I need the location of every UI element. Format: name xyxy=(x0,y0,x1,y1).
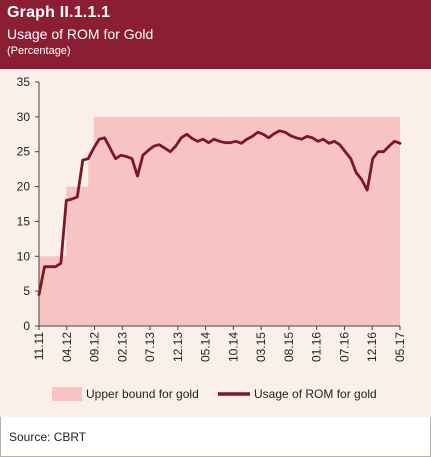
line-chart: 0 5 10 15 20 25 30 35 11.11 04.12 09.12 02.13 07.13… xyxy=(17,75,407,401)
chart-header: Graph II.1.1.1 Usage of ROM for Gold (Pe… xyxy=(0,0,431,69)
legend-label-rom-usage: Usage of ROM for gold xyxy=(254,387,377,401)
y-tick-label: 0 xyxy=(23,319,30,333)
x-tick-label: 10.14 xyxy=(226,332,240,362)
y-tick-label: 5 xyxy=(23,284,30,298)
x-tick-label: 07.13 xyxy=(143,332,157,362)
legend-label-upper-bound: Upper bound for gold xyxy=(86,387,199,401)
y-tick-label: 10 xyxy=(17,249,31,263)
y-tick-label: 35 xyxy=(17,75,31,89)
x-tick-label: 09.12 xyxy=(88,332,102,362)
x-tick-label: 12.13 xyxy=(171,332,185,362)
y-tick-label: 30 xyxy=(17,110,31,124)
legend-swatch-upper-bound xyxy=(52,387,82,401)
x-tick-label: 04.12 xyxy=(60,332,74,362)
source-note: Source: CBRT xyxy=(9,430,87,444)
chart-subtitle: Usage of ROM for Gold xyxy=(7,26,154,42)
x-tick-label: 12.16 xyxy=(365,332,379,362)
x-tick-label: 05.17 xyxy=(393,332,407,362)
y-tick-label: 25 xyxy=(17,145,31,159)
x-tick-label: 11.11 xyxy=(32,332,46,361)
x-tick-label: 08.15 xyxy=(282,332,296,362)
x-tick-label: 03.15 xyxy=(254,332,268,362)
x-tick-label: 02.13 xyxy=(115,332,129,362)
rom-usage-line xyxy=(37,129,402,297)
chart-title: Graph II.1.1.1 xyxy=(7,4,111,21)
upper-bound-area xyxy=(39,116,400,326)
chart-unit: (Percentage) xyxy=(7,45,71,57)
y-tick-label: 20 xyxy=(17,180,31,194)
x-tick-label: 05.14 xyxy=(199,332,213,362)
y-tick-label: 15 xyxy=(17,214,31,228)
x-tick-label: 07.16 xyxy=(337,332,351,362)
x-tick-label: 01.16 xyxy=(310,332,324,362)
